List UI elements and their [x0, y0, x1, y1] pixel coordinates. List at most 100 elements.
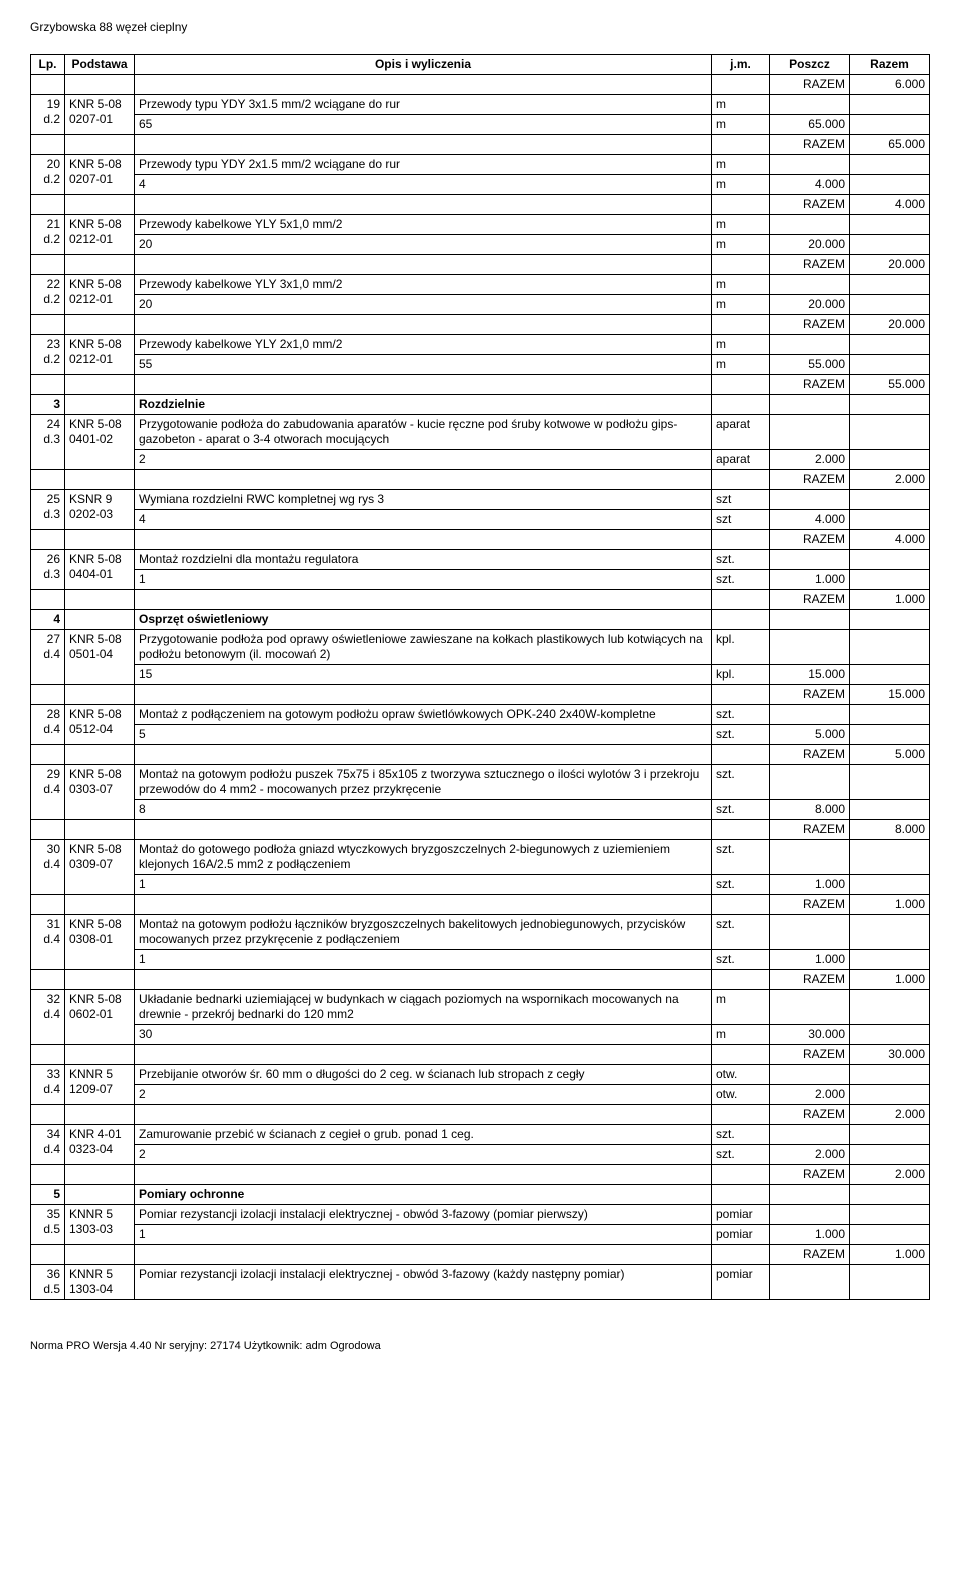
lp-d: d.4 [43, 857, 60, 871]
item-calc-row: 1szt.1.000 [31, 950, 930, 970]
item-calc-row: 8szt.8.000 [31, 800, 930, 820]
cell-empty [850, 415, 930, 450]
cell-empty [850, 950, 930, 970]
cell-empty [850, 450, 930, 470]
item-lp: 19d.2 [31, 95, 65, 135]
lp-number: 34 [47, 1127, 60, 1141]
razem-label: RAZEM [770, 255, 850, 275]
razem-label: RAZEM [770, 195, 850, 215]
razem-label: RAZEM [770, 470, 850, 490]
section-lp: 4 [31, 610, 65, 630]
cell-empty [135, 375, 712, 395]
cell-empty [65, 135, 135, 155]
item-desc: Przewody typu YDY 2x1.5 mm/2 wciągane do… [135, 155, 712, 175]
lp-number: 23 [47, 337, 60, 351]
cell-empty [850, 665, 930, 685]
item-desc: Montaż na gotowym podłożu puszek 75x75 i… [135, 765, 712, 800]
item-calc-jm: m [712, 235, 770, 255]
section-row: 4Osprzęt oświetleniowy [31, 610, 930, 630]
cell-empty [850, 295, 930, 315]
cell-empty [65, 315, 135, 335]
item-poszcz: 65.000 [770, 115, 850, 135]
item-jm: szt. [712, 705, 770, 725]
cell-empty [850, 1145, 930, 1165]
cell-empty [135, 255, 712, 275]
item-poszcz: 20.000 [770, 295, 850, 315]
cell-empty [770, 490, 850, 510]
item-podstawa: KNNR 5 1303-03 [65, 1205, 135, 1245]
item-poszcz: 4.000 [770, 175, 850, 195]
lp-number: 22 [47, 277, 60, 291]
item-calc: 1 [135, 875, 712, 895]
razem-label: RAZEM [770, 820, 850, 840]
cell-empty [850, 95, 930, 115]
item-desc: Przewody kabelkowe YLY 3x1,0 mm/2 [135, 275, 712, 295]
cell-empty [770, 335, 850, 355]
item-calc-row: 5szt.5.000 [31, 725, 930, 745]
razem-label: RAZEM [770, 135, 850, 155]
col-lp: Lp. [31, 55, 65, 75]
cell-empty [850, 1225, 930, 1245]
item-calc: 20 [135, 295, 712, 315]
cell-empty [65, 610, 135, 630]
cell-empty [770, 1125, 850, 1145]
cell-empty [770, 630, 850, 665]
razem-value: 2.000 [850, 1105, 930, 1125]
item-row: 23d.2KNR 5-08 0212-01Przewody kabelkowe … [31, 335, 930, 355]
cell-empty [850, 235, 930, 255]
cell-empty [850, 765, 930, 800]
item-podstawa: KNR 5-08 0501-04 [65, 630, 135, 685]
lp-number: 25 [47, 492, 60, 506]
item-desc: Montaż do gotowego podłoża gniazd wtyczk… [135, 840, 712, 875]
cell-empty [850, 155, 930, 175]
cell-empty [712, 820, 770, 840]
item-jm: m [712, 155, 770, 175]
item-row: 33d.4KNNR 5 1209-07Przebijanie otworów ś… [31, 1065, 930, 1085]
cell-empty [850, 215, 930, 235]
cell-empty [31, 820, 65, 840]
cell-empty [31, 75, 65, 95]
cell-empty [712, 1245, 770, 1265]
razem-label: RAZEM [770, 1165, 850, 1185]
item-row: 30d.4KNR 5-08 0309-07Montaż do gotowego … [31, 840, 930, 875]
item-poszcz: 20.000 [770, 235, 850, 255]
item-poszcz: 8.000 [770, 800, 850, 820]
cell-empty [770, 1185, 850, 1205]
razem-row: RAZEM20.000 [31, 315, 930, 335]
cell-empty [850, 1025, 930, 1045]
razem-value: 1.000 [850, 590, 930, 610]
cell-empty [31, 195, 65, 215]
item-jm: pomiar [712, 1265, 770, 1300]
item-calc-jm: szt. [712, 950, 770, 970]
item-desc: Montaż rozdzielni dla montażu regulatora [135, 550, 712, 570]
cell-empty [850, 915, 930, 950]
item-desc: Wymiana rozdzielni RWC kompletnej wg rys… [135, 490, 712, 510]
cell-empty [850, 800, 930, 820]
cell-empty [770, 990, 850, 1025]
item-jm: szt. [712, 765, 770, 800]
lp-number: 21 [47, 217, 60, 231]
razem-label: RAZEM [770, 970, 850, 990]
cell-empty [850, 990, 930, 1025]
razem-value: 1.000 [850, 895, 930, 915]
cell-empty [850, 1065, 930, 1085]
cell-empty [712, 1045, 770, 1065]
item-row: 36d.5KNNR 5 1303-04Pomiar rezystancji iz… [31, 1265, 930, 1300]
razem-row: RAZEM2.000 [31, 1105, 930, 1125]
item-lp: 20d.2 [31, 155, 65, 195]
cell-empty [135, 530, 712, 550]
cell-empty [770, 1265, 850, 1300]
item-poszcz: 30.000 [770, 1025, 850, 1045]
item-calc-jm: aparat [712, 450, 770, 470]
item-jm: aparat [712, 415, 770, 450]
item-lp: 26d.3 [31, 550, 65, 590]
item-calc: 4 [135, 510, 712, 530]
razem-value: 5.000 [850, 745, 930, 765]
lp-d: d.2 [43, 112, 60, 126]
lp-d: d.2 [43, 292, 60, 306]
cell-empty [712, 590, 770, 610]
cell-empty [850, 1185, 930, 1205]
cell-empty [31, 315, 65, 335]
razem-row: RAZEM5.000 [31, 745, 930, 765]
item-row: 34d.4KNR 4-01 0323-04Zamurowanie przebić… [31, 1125, 930, 1145]
